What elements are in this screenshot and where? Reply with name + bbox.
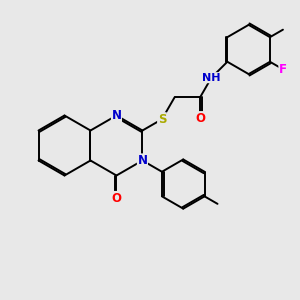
Text: NH: NH (202, 73, 221, 83)
Text: S: S (158, 113, 166, 126)
Text: N: N (112, 109, 122, 122)
Text: O: O (195, 112, 205, 125)
Text: O: O (112, 191, 122, 205)
Text: F: F (279, 63, 287, 76)
Text: N: N (137, 154, 147, 167)
